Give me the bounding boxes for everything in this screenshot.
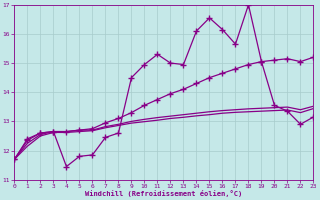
X-axis label: Windchill (Refroidissement éolien,°C): Windchill (Refroidissement éolien,°C) [85,190,243,197]
